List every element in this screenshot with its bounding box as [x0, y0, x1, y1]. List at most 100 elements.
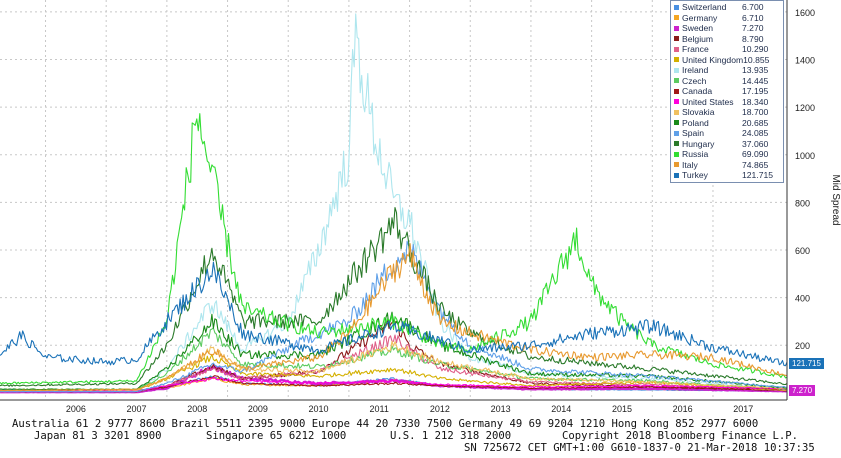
x-tick-label: 2010: [309, 404, 329, 414]
legend-series-value: 121.715: [742, 170, 774, 180]
legend-item: Canada 17.195: [674, 86, 780, 97]
legend-series-value: 18.700: [742, 107, 769, 117]
x-tick-label: 2006: [66, 404, 86, 414]
y-tick-label: 600: [795, 246, 810, 256]
legend-series-value: 7.270: [742, 23, 764, 33]
footer-copyright: Copyright 2018 Bloomberg Finance L.P.: [562, 430, 798, 442]
legend-series-value: 20.685: [742, 117, 769, 128]
series-line-italy: [0, 243, 788, 392]
legend-item: Czech 14.445: [674, 76, 780, 87]
legend-series-name: Czech: [682, 75, 707, 86]
legend-swatch: [674, 120, 679, 126]
x-tick-label: 2012: [430, 404, 450, 414]
legend-series-value: 69.090: [742, 149, 769, 159]
legend-series-name: Canada: [682, 86, 713, 96]
series-line-russia: [0, 113, 788, 385]
legend-series-name: United Kingdom: [682, 54, 744, 65]
x-tick-label: 2015: [612, 404, 632, 414]
legend-series-name: Poland: [682, 117, 709, 128]
legend-swatch: [674, 109, 679, 115]
legend-swatch: [674, 151, 679, 157]
legend-swatch: [674, 46, 679, 52]
footer-japan: Japan 81 3 3201 8900: [34, 430, 162, 442]
legend-series-name: Spain: [682, 128, 704, 138]
footer-singapore: Singapore 65 6212 1000: [206, 430, 347, 442]
legend-item: Germany 6.710: [674, 13, 780, 24]
x-tick-label: 2013: [491, 404, 511, 414]
legend-swatch: [674, 57, 679, 63]
footer-timestamp: SN 725672 CET GMT+1:00 G610-1837-0 21-Ma…: [464, 442, 815, 454]
x-tick-label: 2009: [248, 404, 268, 414]
legend-series-value: 37.060: [742, 138, 769, 149]
y-tick-label: 1000: [795, 151, 815, 161]
chart-legend: Switzerland 6.700 Germany 6.710 Sweden 7.270 B…: [670, 0, 784, 183]
x-tick-label: 2008: [187, 404, 207, 414]
legend-swatch: [674, 4, 679, 10]
y-tick-label: 1600: [795, 8, 815, 18]
legend-swatch: [674, 141, 679, 147]
spread-chart: 200 400 600 800 1000 1200 1400 1600 2006 2007 2008…: [0, 0, 841, 414]
x-tick-label: 2011: [370, 404, 389, 414]
legend-swatch: [674, 162, 679, 168]
legend-swatch: [674, 172, 679, 178]
chart-series: [0, 13, 788, 394]
legend-item: Poland 20.685: [674, 118, 780, 129]
y-tick-label: 1200: [795, 103, 815, 113]
legend-swatch: [674, 67, 679, 73]
x-tick-label: 2016: [673, 404, 693, 414]
legend-item: Italy 74.865: [674, 160, 780, 171]
legend-item: Spain 24.085: [674, 128, 780, 139]
legend-item: Switzerland 6.700: [674, 2, 780, 13]
legend-item: Belgium 8.790: [674, 34, 780, 45]
chart-axes: 200 400 600 800 1000 1200 1400 1600 2006 2007 2008…: [0, 0, 815, 414]
legend-series-value: 10.855: [743, 54, 770, 65]
legend-series-name: Sweden: [682, 23, 714, 33]
legend-series-name: United States: [682, 96, 734, 107]
footer-us: U.S. 1 212 318 2000: [390, 430, 512, 442]
series-line-turkey: [0, 261, 788, 367]
legend-series-value: 14.445: [742, 75, 769, 86]
legend-series-value: 6.710: [742, 12, 764, 23]
legend-swatch: [674, 78, 679, 84]
legend-series-value: 13.935: [742, 65, 769, 75]
y-tick-label: 400: [795, 294, 810, 304]
y-tick-label: 1400: [795, 56, 815, 66]
legend-series-value: 17.195: [742, 86, 769, 96]
legend-item: Slovakia 18.700: [674, 107, 780, 118]
y-axis-label: Mid Spread: [830, 174, 841, 225]
x-tick-label: 2014: [551, 404, 571, 414]
legend-series-value: 18.340: [742, 96, 769, 107]
y-tick-label: 200: [795, 341, 810, 351]
legend-series-name: Slovakia: [682, 107, 715, 117]
legend-series-value: 8.790: [742, 33, 764, 44]
legend-series-name: Switzerland: [682, 2, 727, 12]
legend-item: Sweden 7.270: [674, 23, 780, 34]
legend-swatch: [674, 99, 679, 105]
legend-series-name: Russia: [682, 149, 709, 159]
legend-series-name: Germany: [682, 12, 718, 23]
footer-contacts-line: Australia 61 2 9777 8600 Brazil 5511 239…: [12, 418, 759, 430]
series-line-hungary: [0, 207, 788, 387]
legend-item: Russia 69.090: [674, 149, 780, 160]
right-axis-value-tag: 121.715: [789, 357, 824, 369]
legend-swatch: [674, 15, 679, 21]
legend-series-value: 10.290: [742, 44, 769, 54]
legend-item: France 10.290: [674, 44, 780, 55]
legend-series-name: France: [682, 44, 709, 54]
legend-swatch: [674, 25, 679, 31]
legend-swatch: [674, 130, 679, 136]
legend-series-value: 74.865: [742, 159, 769, 170]
y-tick-label: 800: [795, 198, 810, 208]
legend-item: Ireland 13.935: [674, 65, 780, 76]
x-tick-label: 2017: [733, 404, 753, 414]
legend-item: Hungary 37.060: [674, 139, 780, 150]
legend-item: United States 18.340: [674, 97, 780, 108]
legend-series-value: 6.700: [742, 2, 764, 12]
legend-item: United Kingdom 10.855: [674, 55, 780, 66]
legend-item: Turkey 121.715: [674, 170, 780, 181]
right-axis-value-tag: 7.270: [789, 385, 816, 397]
series-line-united-states: [0, 376, 788, 393]
x-tick-label: 2007: [127, 404, 147, 414]
legend-swatch: [674, 36, 679, 42]
legend-series-name: Hungary: [682, 138, 715, 149]
